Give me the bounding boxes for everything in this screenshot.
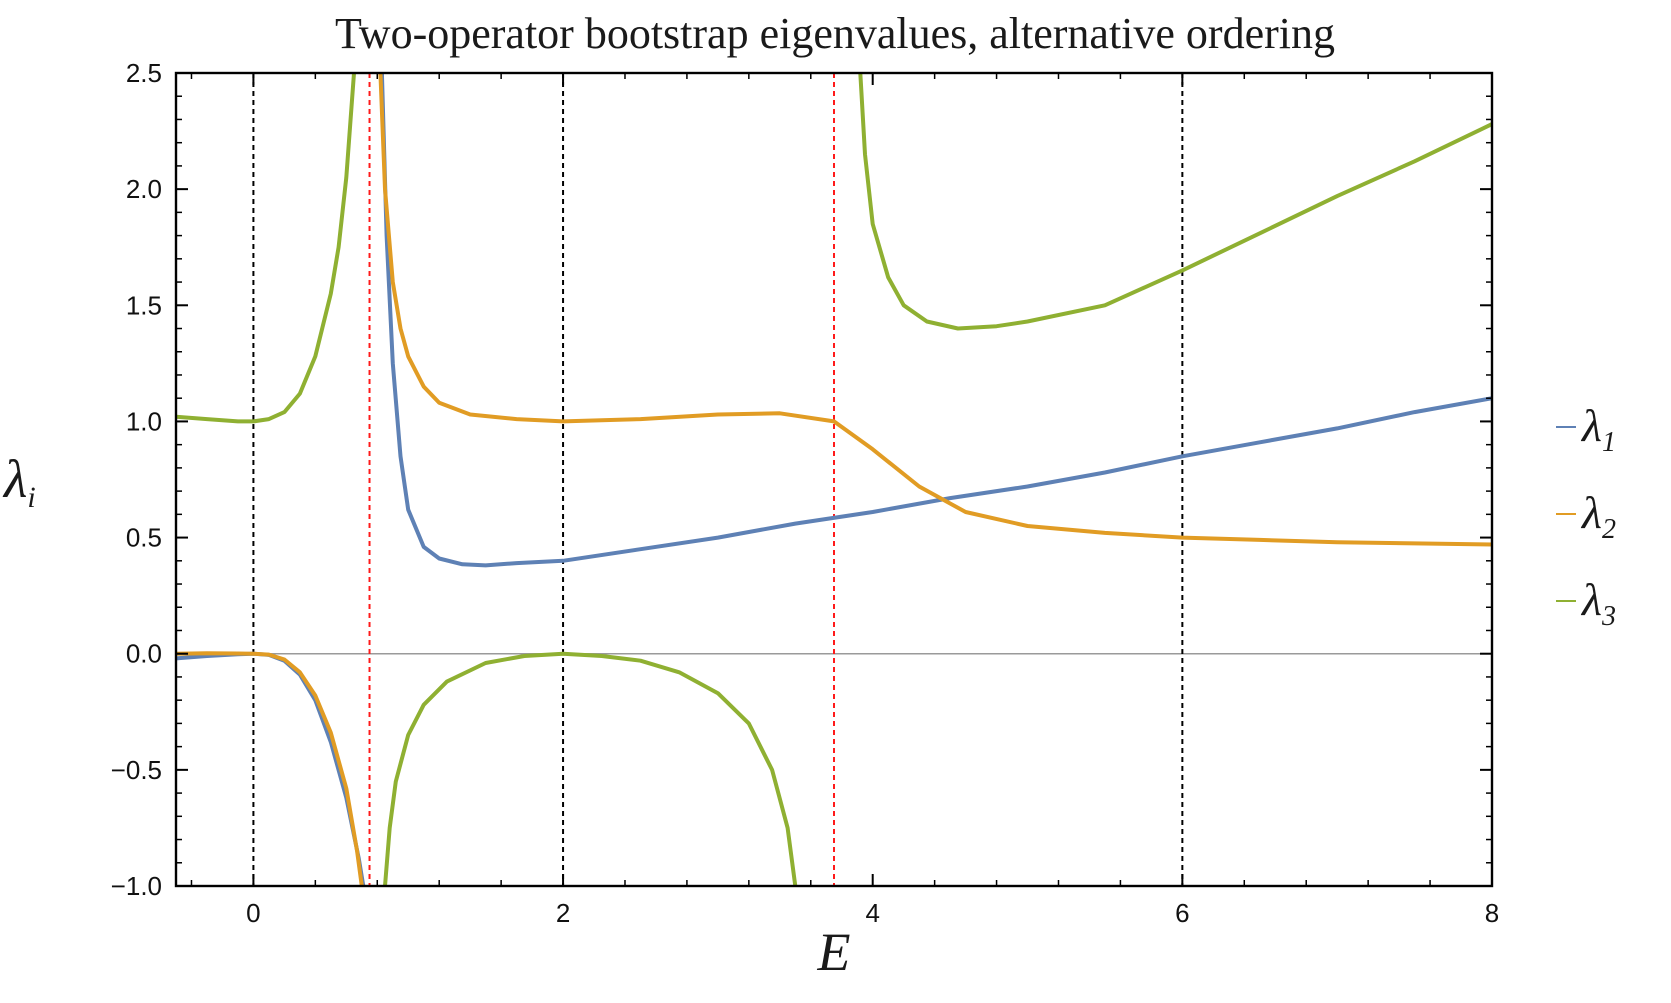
legend-symbol: λ bbox=[1580, 487, 1602, 538]
y-tick-label: 2.0 bbox=[126, 174, 162, 204]
series-3-curve-0 bbox=[176, 73, 356, 424]
x-tick-label: 0 bbox=[246, 898, 260, 928]
y-axis-ticks: −1.0 −0.5 0.0 0.5 1.0 1.5 2.0 2.5 bbox=[111, 58, 1492, 901]
y-axis-label-symbol: λ bbox=[2, 449, 27, 509]
y-tick-label: −0.5 bbox=[111, 755, 162, 785]
y-tick-label: 1.5 bbox=[126, 290, 162, 320]
y-tick-label: 1.0 bbox=[126, 406, 162, 436]
y-tick-label: −1.0 bbox=[111, 871, 162, 901]
series-3-curve-1 bbox=[383, 651, 798, 886]
legend-symbol: λ bbox=[1580, 574, 1602, 625]
y-axis-label-subscript: i bbox=[27, 481, 35, 514]
reference-lines bbox=[176, 73, 1492, 886]
x-axis-ticks: 0 2 4 6 8 bbox=[190, 73, 1499, 928]
x-tick-label: 8 bbox=[1485, 898, 1499, 928]
y-tick-label: 0.0 bbox=[126, 639, 162, 669]
x-axis-label: E bbox=[817, 922, 851, 982]
x-tick-label: 2 bbox=[556, 898, 570, 928]
legend-subscript: 3 bbox=[1601, 601, 1616, 632]
y-tick-label: 2.5 bbox=[126, 58, 162, 88]
legend-entry-3: λ3 bbox=[1580, 574, 1616, 632]
y-axis-label: λi bbox=[2, 449, 36, 514]
series-layer bbox=[176, 73, 1492, 886]
series-2-curve-1 bbox=[378, 73, 1492, 547]
series-1-curve-0 bbox=[176, 651, 366, 886]
x-tick-label: 4 bbox=[865, 898, 879, 928]
svg-text:λi: λi bbox=[2, 449, 36, 514]
series-2-curve-0 bbox=[176, 651, 364, 886]
plot-frame bbox=[174, 71, 1494, 888]
chart-title: Two-operator bootstrap eigenvalues, alte… bbox=[335, 9, 1335, 58]
legend-symbol: λ bbox=[1580, 400, 1602, 451]
legend-entry-1: λ1 bbox=[1580, 400, 1616, 458]
series-1-curve-1 bbox=[379, 73, 1492, 568]
legend-subscript: 2 bbox=[1602, 514, 1616, 545]
y-tick-label: 0.5 bbox=[126, 523, 162, 553]
legend-subscript: 1 bbox=[1602, 427, 1616, 458]
legend-entry-2: λ2 bbox=[1580, 487, 1616, 545]
x-tick-label: 6 bbox=[1175, 898, 1189, 928]
series-3-curve-2 bbox=[858, 73, 1492, 331]
